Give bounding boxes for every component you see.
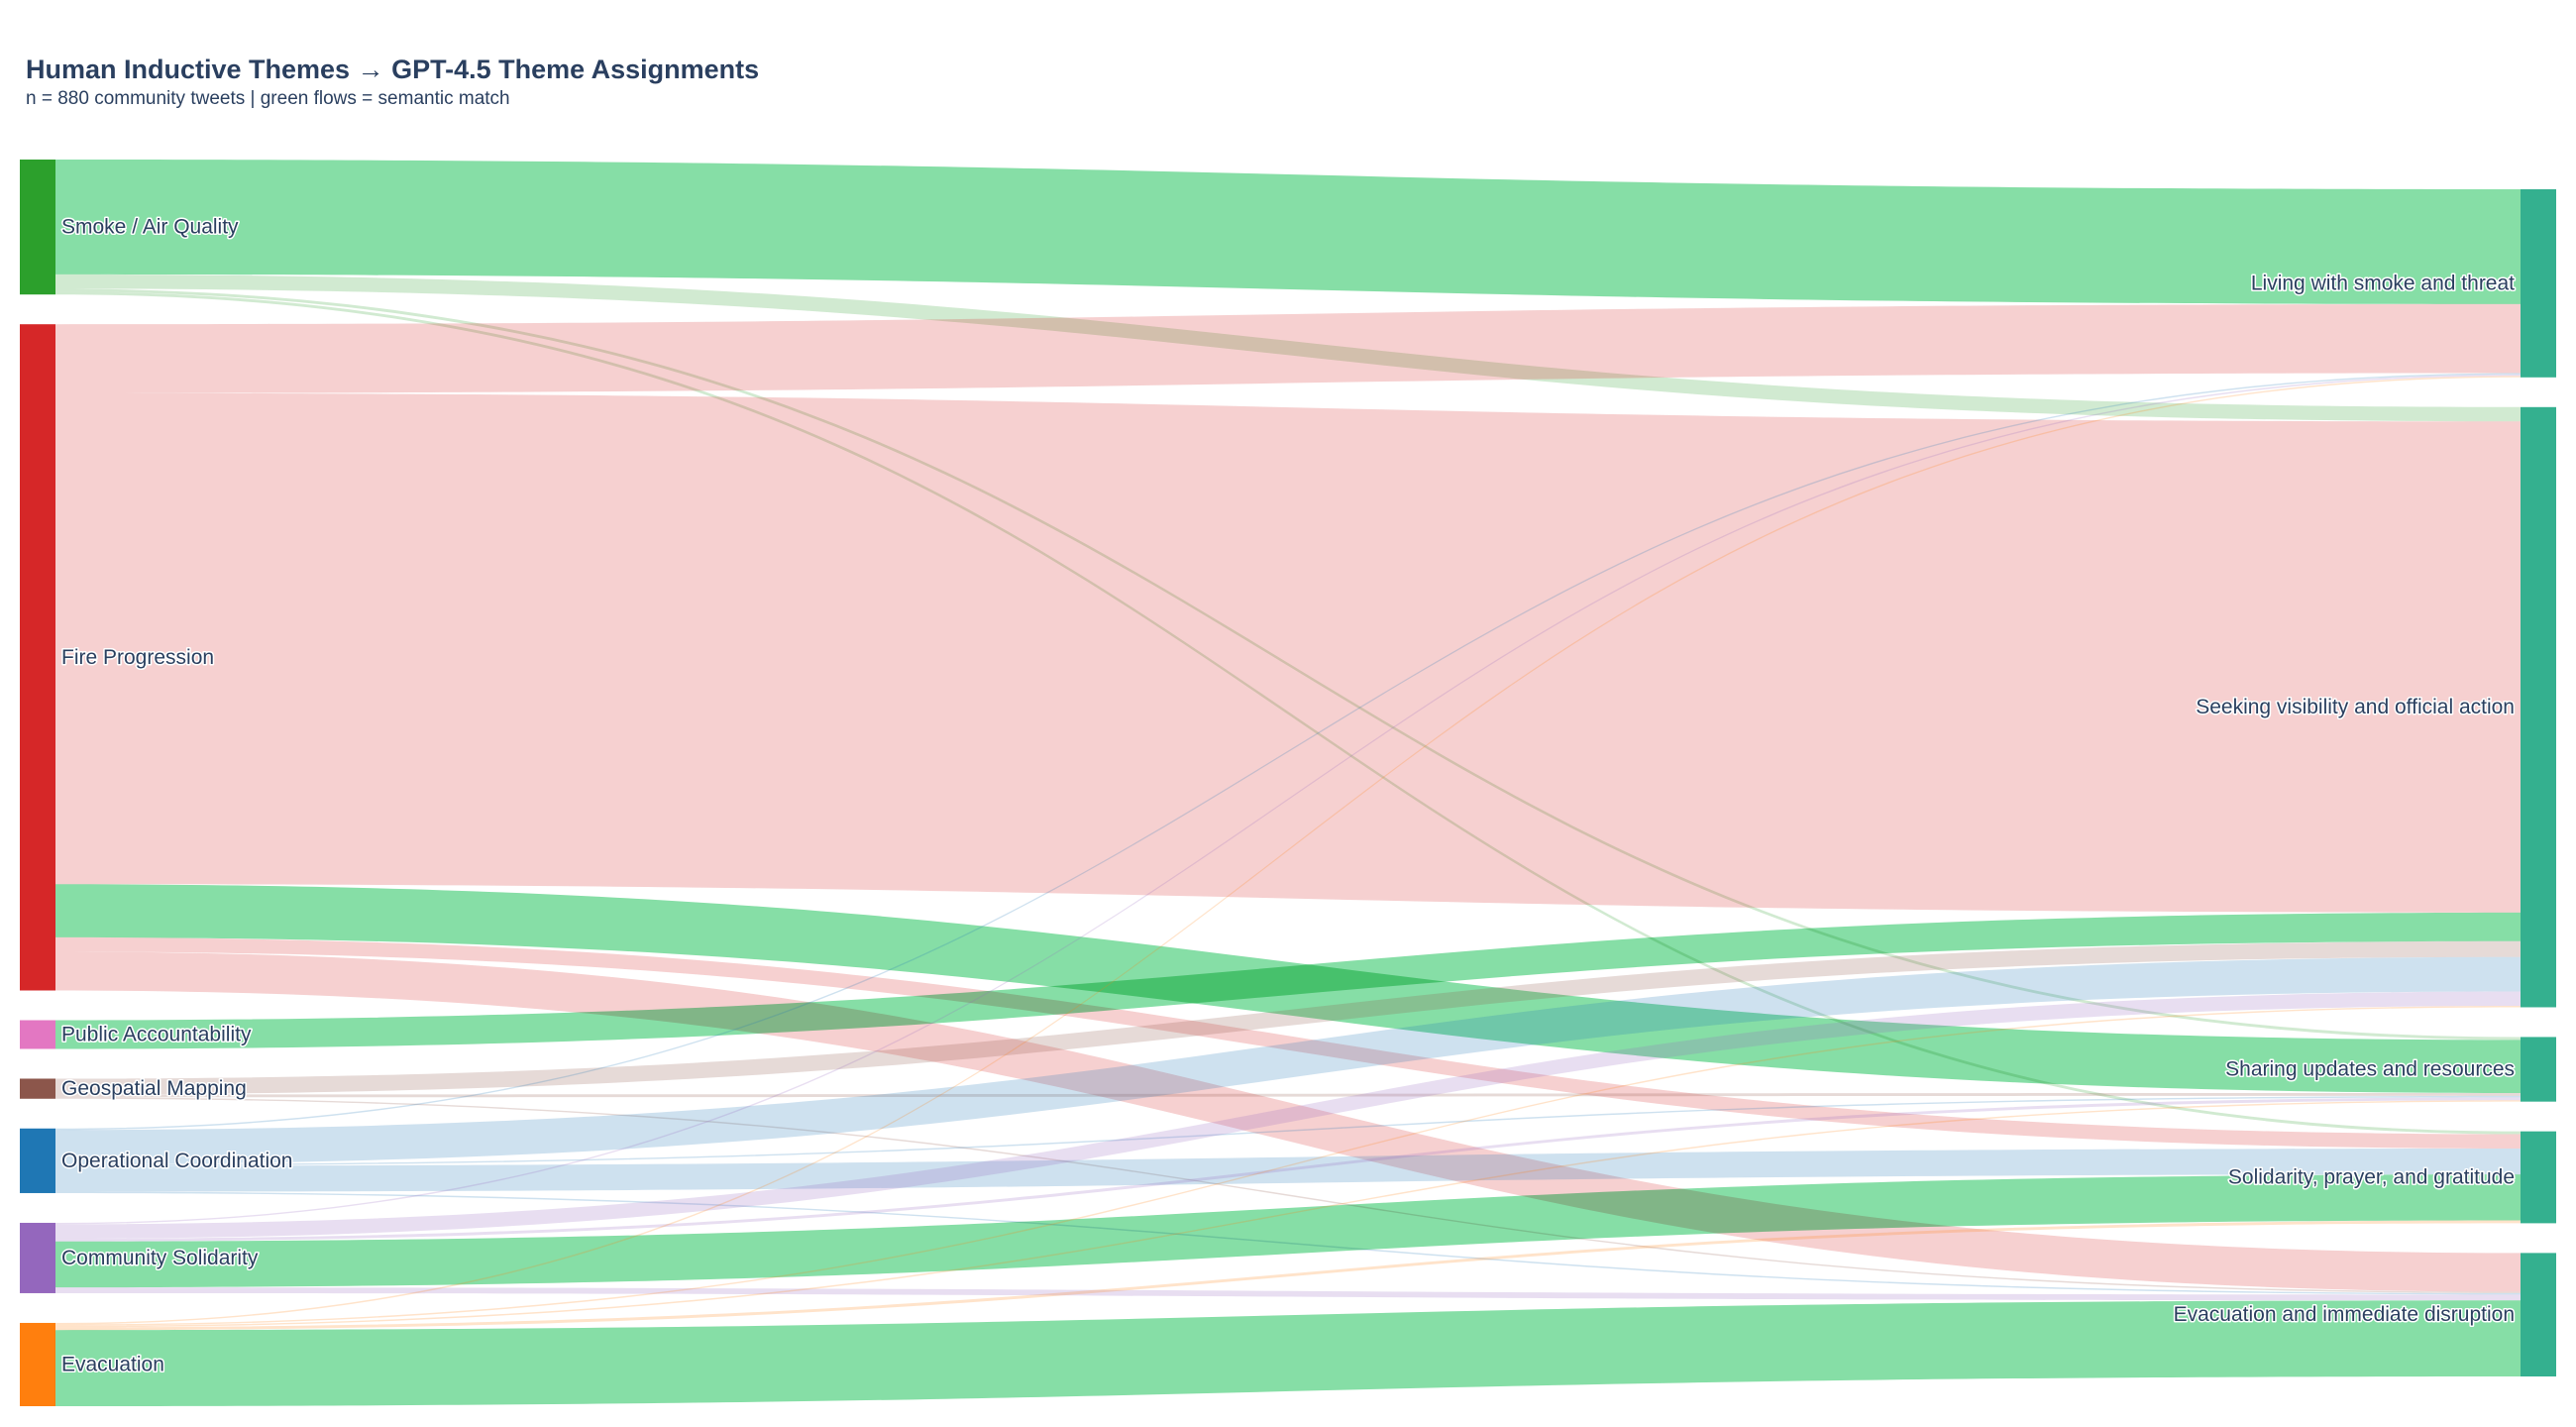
flow-fire-progression-to-living-with-smoke-and-threat bbox=[55, 303, 2521, 393]
flow-fire-progression-to-seeking-visibility-and-official-action bbox=[55, 392, 2521, 913]
label-living-with-smoke-and-threat: Living with smoke and threat bbox=[2251, 272, 2515, 294]
flow-fire-progression-to-solidarity-prayer-and-gratitude bbox=[55, 936, 2521, 1150]
label-geospatial-mapping: Geospatial Mapping bbox=[61, 1077, 247, 1100]
flow-community-solidarity-to-evacuation-and-immediate-disruption bbox=[55, 1287, 2521, 1301]
flow-operational-coordination-to-solidarity-prayer-and-gratitude bbox=[55, 1149, 2521, 1192]
flow-evacuation-to-seeking-visibility-and-official-action bbox=[55, 1006, 2521, 1326]
label-seeking-visibility-and-official-action: Seeking visibility and official action bbox=[2196, 696, 2515, 718]
flow-evacuation-to-evacuation-and-immediate-disruption bbox=[55, 1300, 2521, 1406]
flow-community-solidarity-to-sharing-updates-and-resources bbox=[55, 1097, 2521, 1242]
label-fire-progression: Fire Progression bbox=[61, 646, 214, 669]
node-seeking-visibility-and-official-action bbox=[2521, 406, 2556, 1008]
flow-evacuation-to-living-with-smoke-and-threat bbox=[55, 376, 2521, 1325]
node-evacuation-and-immediate-disruption bbox=[2521, 1253, 2556, 1376]
flow-public-accountability-to-seeking-visibility-and-official-action bbox=[55, 912, 2521, 1049]
node-community-solidarity bbox=[20, 1222, 55, 1293]
node-labels: Smoke / Air Quality Fire Progression Publi… bbox=[60, 214, 2517, 1377]
flow-geospatial-mapping-to-evacuation-and-immediate-disruption bbox=[55, 1097, 2521, 1293]
node-fire-progression bbox=[20, 324, 55, 991]
node-living-with-smoke-and-threat bbox=[2521, 189, 2556, 378]
label-evacuation-and-immediate-disruption: Evacuation and immediate disruption bbox=[2174, 1303, 2515, 1326]
flow-smoke-air-quality-to-seeking-visibility-and-official-action bbox=[55, 274, 2521, 422]
flow-evacuation-to-sharing-updates-and-resources bbox=[55, 1100, 2521, 1328]
node-solidarity-prayer-and-gratitude bbox=[2521, 1131, 2556, 1224]
label-community-solidarity: Community Solidarity bbox=[61, 1247, 259, 1269]
flow-evacuation-to-solidarity-prayer-and-gratitude bbox=[55, 1220, 2521, 1331]
flow-smoke-air-quality-to-living-with-smoke-and-threat bbox=[55, 160, 2521, 304]
label-smoke-air-quality: Smoke / Air Quality bbox=[61, 216, 239, 239]
node-operational-coordination bbox=[20, 1128, 55, 1193]
flow-community-solidarity-to-living-with-smoke-and-threat bbox=[55, 374, 2521, 1225]
node-public-accountability bbox=[20, 1020, 55, 1049]
chart-subtitle: n = 880 community tweets | green flows =… bbox=[26, 88, 510, 109]
label-operational-coordination: Operational Coordination bbox=[61, 1150, 292, 1172]
flow-community-solidarity-to-solidarity-prayer-and-gratitude bbox=[55, 1174, 2521, 1288]
flow-operational-coordination-to-seeking-visibility-and-official-action bbox=[55, 956, 2521, 1164]
node-smoke-air-quality bbox=[20, 160, 55, 295]
label-sharing-updates-and-resources: Sharing updates and resources bbox=[2225, 1058, 2515, 1081]
node-geospatial-mapping bbox=[20, 1078, 55, 1099]
flow-operational-coordination-to-sharing-updates-and-resources bbox=[55, 1095, 2521, 1166]
label-evacuation: Evacuation bbox=[61, 1353, 164, 1375]
label-public-accountability: Public Accountability bbox=[61, 1023, 252, 1045]
flow-community-solidarity-to-seeking-visibility-and-official-action bbox=[55, 991, 2521, 1239]
flow-links bbox=[55, 160, 2521, 1406]
label-solidarity-prayer-and-gratitude: Solidarity, prayer, and gratitude bbox=[2228, 1166, 2515, 1189]
node-evacuation bbox=[20, 1322, 55, 1406]
flow-operational-coordination-to-living-with-smoke-and-threat bbox=[55, 373, 2521, 1131]
flow-fire-progression-to-evacuation-and-immediate-disruption bbox=[55, 951, 2521, 1292]
node-sharing-updates-and-resources bbox=[2521, 1037, 2556, 1102]
flow-smoke-air-quality-to-sharing-updates-and-resources bbox=[55, 288, 2521, 1041]
flow-geospatial-mapping-to-seeking-visibility-and-official-action bbox=[55, 940, 2521, 1095]
chart-title: Human Inductive Themes → GPT-4.5 Theme A… bbox=[26, 55, 759, 84]
flow-geospatial-mapping-to-sharing-updates-and-resources bbox=[55, 1092, 2521, 1098]
flow-smoke-air-quality-to-solidarity-prayer-and-gratitude bbox=[55, 291, 2521, 1135]
theme-nodes bbox=[20, 160, 2556, 1406]
